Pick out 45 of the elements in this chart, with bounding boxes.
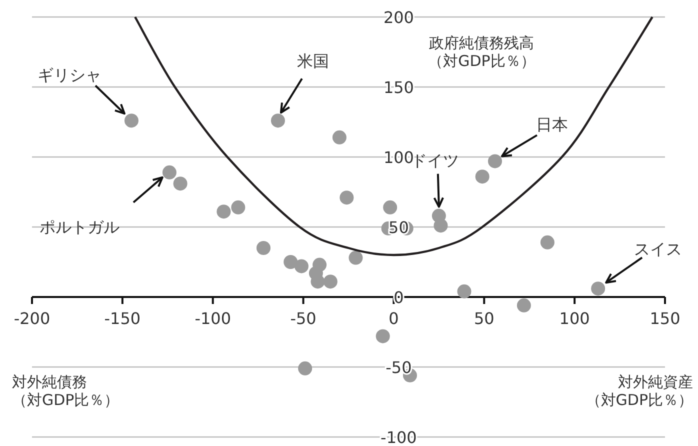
annotation: 対外純資産（対GDP比％）: [586, 373, 693, 409]
point: [216, 204, 231, 219]
annotation: 日本: [536, 115, 568, 134]
y-tick-label: 100: [383, 148, 414, 167]
point: [124, 114, 138, 128]
y-axis-title: 政府純債務残高（対GDP比％）: [428, 34, 536, 70]
annotation: 対外純債務（対GDP比％）: [12, 373, 120, 409]
point: [310, 274, 325, 289]
x-tick-label: -100: [194, 309, 232, 328]
point: [294, 259, 308, 274]
x-tick-label: 50: [474, 309, 494, 328]
x-tick-label: -150: [104, 309, 141, 328]
y-tick-label: 50: [388, 218, 409, 237]
point: [162, 165, 176, 180]
x-tick-label: -200: [14, 309, 50, 328]
y-tick-label: -50: [386, 358, 412, 377]
point: [231, 200, 246, 214]
x-tick-label: 100: [559, 309, 590, 328]
point: [540, 235, 554, 250]
annotation: ポルトガル: [39, 217, 120, 236]
point: [488, 154, 502, 168]
point: [376, 329, 390, 344]
point: [383, 200, 398, 214]
point: [173, 176, 188, 191]
point: [348, 250, 363, 265]
y-tick-label: 150: [383, 78, 414, 97]
x-tick-label: -50: [290, 309, 316, 328]
point: [270, 114, 285, 128]
x-tick-label: 150: [650, 309, 680, 328]
point: [323, 274, 338, 289]
point: [591, 282, 606, 296]
point: [457, 284, 472, 298]
y-tick-label: 200: [383, 8, 414, 27]
annotation: ギリシャ: [37, 66, 102, 85]
point: [516, 298, 531, 312]
point: [332, 130, 346, 144]
annotation: 米国: [296, 52, 329, 71]
point: [284, 255, 298, 269]
annotation: スイス: [634, 240, 682, 259]
point: [340, 190, 354, 205]
point: [298, 361, 312, 376]
point: [434, 218, 448, 233]
y-tick-label: -100: [380, 428, 417, 446]
point: [475, 170, 490, 184]
point: [256, 241, 270, 255]
